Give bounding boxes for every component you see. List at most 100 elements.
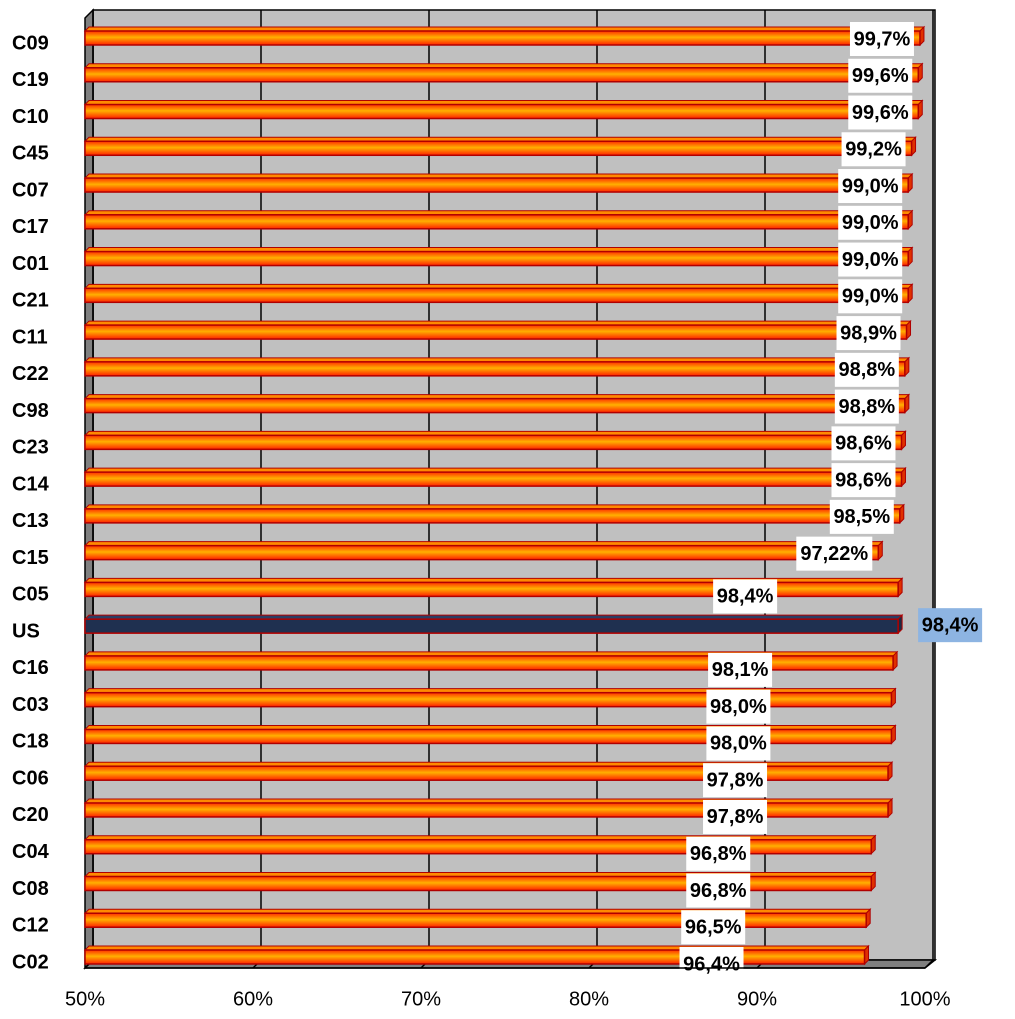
category-label: C01 bbox=[12, 253, 49, 275]
bar bbox=[84, 140, 913, 157]
bar bbox=[84, 802, 889, 818]
value-label-box bbox=[834, 352, 899, 387]
bar bbox=[84, 103, 920, 120]
value-label: 99,0% bbox=[842, 249, 899, 271]
tick-mark bbox=[924, 959, 934, 969]
value-label: 99,6% bbox=[852, 102, 909, 124]
value-label: 96,8% bbox=[690, 880, 747, 902]
value-label-box bbox=[706, 726, 771, 761]
bar bbox=[84, 728, 893, 745]
bar bbox=[84, 875, 872, 892]
category-label: C08 bbox=[12, 878, 49, 900]
bar bbox=[84, 397, 906, 414]
value-label-box bbox=[713, 579, 778, 614]
value-label-box-highlight bbox=[918, 608, 983, 643]
value-label: 98,4% bbox=[922, 614, 979, 636]
value-label: 99,0% bbox=[842, 175, 899, 197]
value-label: 98,4% bbox=[717, 586, 774, 608]
category-label: C11 bbox=[12, 326, 48, 348]
bar bbox=[84, 838, 872, 855]
value-label-box bbox=[838, 279, 903, 314]
value-label: 96,4% bbox=[683, 953, 740, 975]
value-label: 97,8% bbox=[707, 806, 764, 828]
category-label: C04 bbox=[12, 841, 50, 863]
category-label: C10 bbox=[12, 106, 49, 128]
value-label-box bbox=[849, 22, 914, 56]
category-label: C02 bbox=[12, 951, 49, 973]
x-tick-label: 90% bbox=[737, 988, 777, 1010]
value-label-box bbox=[848, 95, 913, 130]
x-tick-label: 50% bbox=[65, 988, 105, 1010]
value-label: 96,8% bbox=[690, 843, 747, 865]
value-label: 98,6% bbox=[835, 433, 892, 455]
category-label: C13 bbox=[12, 510, 49, 532]
bar bbox=[84, 67, 920, 83]
bar bbox=[84, 691, 893, 708]
category-label: C14 bbox=[12, 473, 50, 495]
value-label: 98,0% bbox=[710, 696, 767, 718]
category-label: C19 bbox=[12, 69, 49, 91]
bar bbox=[84, 361, 906, 377]
bar bbox=[84, 655, 894, 671]
bar bbox=[84, 30, 921, 46]
value-label: 99,0% bbox=[842, 212, 899, 234]
category-label: C07 bbox=[12, 179, 49, 201]
value-label: 99,6% bbox=[852, 65, 909, 87]
value-label-box bbox=[681, 910, 746, 945]
value-label-box bbox=[831, 426, 896, 461]
value-label-box bbox=[708, 652, 773, 687]
value-label: 98,5% bbox=[833, 506, 890, 528]
bar bbox=[84, 949, 866, 965]
value-label-box bbox=[841, 132, 906, 167]
bar bbox=[84, 214, 909, 230]
value-label-box bbox=[838, 242, 903, 277]
value-label-box bbox=[703, 763, 768, 798]
bar bbox=[84, 618, 899, 634]
x-tick-label: 100% bbox=[899, 988, 950, 1010]
value-label: 96,5% bbox=[685, 917, 742, 939]
bar bbox=[84, 471, 903, 487]
value-label-box bbox=[848, 58, 913, 93]
value-label: 99,0% bbox=[842, 286, 899, 308]
bar bbox=[84, 544, 880, 561]
category-label: C17 bbox=[12, 216, 49, 238]
bar bbox=[84, 434, 903, 451]
category-label: C16 bbox=[12, 657, 49, 679]
value-label-box bbox=[703, 799, 768, 834]
value-label: 99,7% bbox=[854, 28, 911, 50]
category-label: C20 bbox=[12, 804, 49, 826]
value-label-box bbox=[834, 389, 899, 424]
category-label: C45 bbox=[12, 143, 49, 165]
value-label: 97,8% bbox=[707, 769, 764, 791]
value-label-box bbox=[686, 836, 751, 871]
x-tick-label: 60% bbox=[233, 988, 273, 1010]
value-label-box bbox=[829, 499, 894, 534]
value-label-box bbox=[706, 689, 771, 724]
category-label: C15 bbox=[12, 547, 49, 569]
value-label-box bbox=[679, 947, 744, 981]
value-label: 98,8% bbox=[838, 359, 895, 381]
bar bbox=[84, 765, 889, 781]
category-label: C21 bbox=[12, 290, 49, 312]
category-label: C22 bbox=[12, 363, 49, 385]
bar bbox=[84, 177, 909, 193]
value-label-box bbox=[796, 536, 873, 571]
value-label: 98,1% bbox=[712, 659, 769, 681]
x-tick-label: 80% bbox=[569, 988, 609, 1010]
category-label: C06 bbox=[12, 767, 49, 789]
bar bbox=[84, 912, 867, 928]
value-label: 98,6% bbox=[835, 469, 892, 491]
category-label: C23 bbox=[12, 437, 49, 459]
category-label: C09 bbox=[12, 32, 49, 54]
value-label: 97,22% bbox=[800, 543, 868, 565]
category-label: US bbox=[12, 620, 40, 642]
bar bbox=[84, 324, 908, 340]
bar bbox=[84, 250, 909, 267]
bar bbox=[84, 508, 901, 524]
value-label: 99,2% bbox=[845, 139, 902, 161]
value-label-box bbox=[838, 205, 903, 240]
value-label-box bbox=[831, 463, 896, 498]
category-label: C05 bbox=[12, 584, 49, 606]
